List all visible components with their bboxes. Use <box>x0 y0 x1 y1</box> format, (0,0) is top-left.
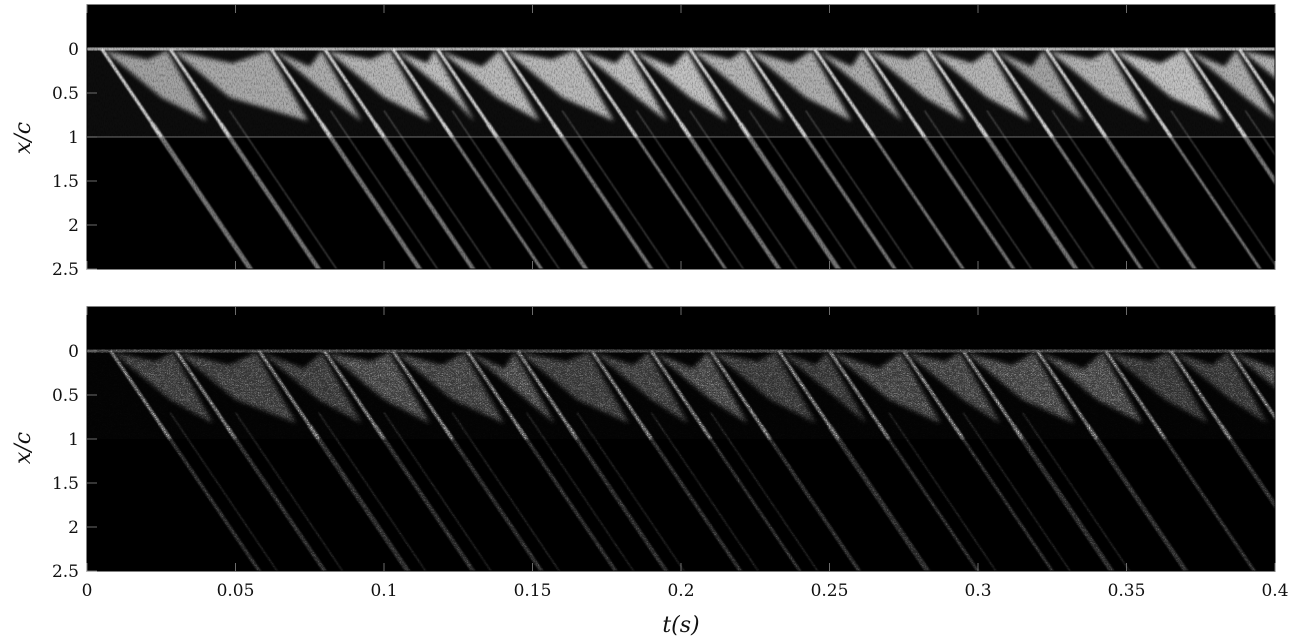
y-axis-label: x/c <box>11 432 36 464</box>
texture-overlay <box>87 307 1275 571</box>
y-axis-label: x/c <box>11 122 36 154</box>
x-tick-label: 0.25 <box>811 581 849 601</box>
y-tick-label: 2.5 <box>52 260 79 280</box>
y-tick-label: 1 <box>68 430 79 450</box>
x-tick-label: 0.1 <box>370 581 397 601</box>
wake-streak-secondary <box>1290 413 1301 580</box>
wake-streak <box>1290 124 1301 278</box>
intensity-field <box>87 5 1301 278</box>
y-tick-label: 1.5 <box>52 172 79 192</box>
x-tick-label: 0.35 <box>1108 581 1146 601</box>
y-tick-label: 1.5 <box>52 474 79 494</box>
x-tick-label: 0.3 <box>964 581 991 601</box>
spacetime-panel-top: 0 0.5 1 1.5 2 2.5 x/c <box>11 4 1301 280</box>
x-tick-label: 0.2 <box>667 581 694 601</box>
x-tick-label: 0.15 <box>514 581 552 601</box>
y-tick-label: 0 <box>68 40 79 60</box>
y-tick-label: 0 <box>68 342 79 362</box>
y-tick-label: 1 <box>68 128 79 148</box>
wake-streak <box>1281 426 1301 580</box>
x-tick-label: 0.4 <box>1261 581 1288 601</box>
spacetime-panel-bottom: 00.511.522.50 0.05 0.1 0.15 0.2 0.25 0.3 0.35 0.… <box>11 306 1301 601</box>
x-axis-label: t(s) <box>662 613 699 638</box>
x-tick-label: 0.05 <box>217 581 255 601</box>
y-tick-label: 0.5 <box>52 84 79 104</box>
y-tick-label: 0.5 <box>52 386 79 406</box>
y-tick-label: 2 <box>68 518 79 538</box>
y-tick-label: 2 <box>68 216 79 236</box>
y-tick-label: 2.5 <box>52 562 79 582</box>
x-tick-label: 0 <box>82 581 93 601</box>
intensity-field <box>87 307 1301 580</box>
